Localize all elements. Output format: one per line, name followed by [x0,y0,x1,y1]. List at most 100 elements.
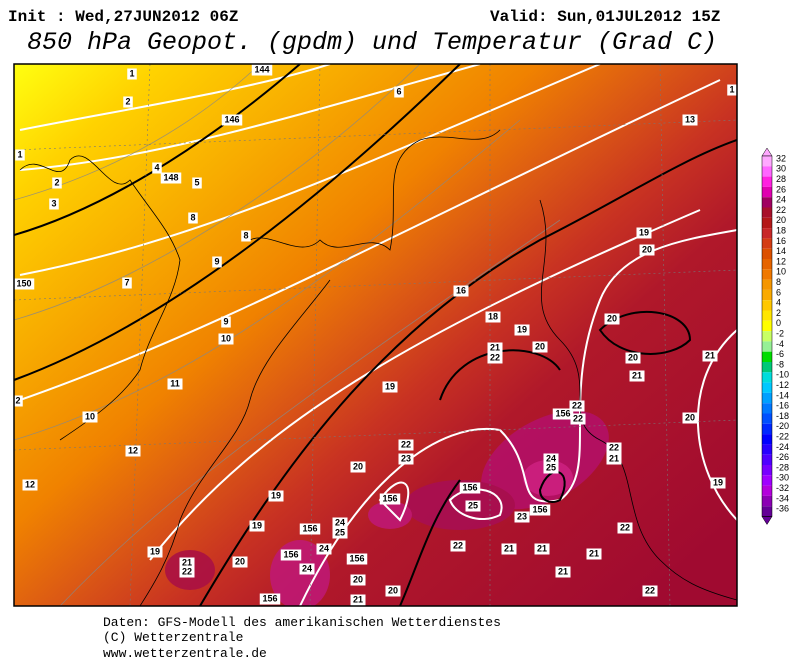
colorbar-label: -26 [776,452,789,462]
contour-label: 156 [262,593,277,603]
label-box [212,256,222,268]
label-box [123,96,133,108]
label-box [14,278,35,290]
colorbar-label: 24 [776,195,786,205]
isotherms [14,64,737,606]
colorbar-label: 12 [776,256,786,266]
colorbar-swatch [762,465,772,476]
contour-label: 1 [17,149,22,159]
colorbar-swatch [762,186,772,198]
map-frame [13,63,738,607]
label-box [459,482,481,494]
label-box [529,504,551,516]
contour-label: 23 [517,511,527,521]
label-box [642,585,658,597]
colorbar-label: -36 [776,504,789,514]
contour-label: 146 [224,114,239,124]
label-box [299,563,315,575]
contour-label: 5 [194,177,199,187]
contour-label: 20 [642,244,652,254]
colorbar-swatch [762,176,772,187]
label-box [617,522,633,534]
label-box [350,461,366,473]
contour-label: 20 [353,574,363,584]
contour-label: 18 [488,311,498,321]
contour-label: 2 [125,96,130,106]
colorbar-label: 32 [776,153,786,163]
contour-label: 156 [382,493,397,503]
label-box [398,453,414,465]
contour-label: 25 [335,527,345,537]
init-time: Init : Wed,27JUN2012 06Z [8,8,238,26]
label-box [218,333,234,345]
label-box [152,162,162,174]
contour-label: 19 [517,324,527,334]
contour-label: 12 [128,445,138,455]
label-box [606,453,622,465]
contour-label: 24 [319,543,329,553]
label-box [241,230,251,242]
label-box [316,543,332,555]
label-box [606,442,622,454]
label-box [485,311,501,323]
colorbar-label: -14 [776,390,789,400]
label-box [555,566,571,578]
colorbar-swatch [762,166,772,177]
contour-label: 21 [589,548,599,558]
map-title: 850 hPa Geopot. (gpdm) und Temperatur (G… [27,28,717,57]
label-box [465,500,481,512]
colorbar-label: 20 [776,215,786,225]
geopotential-lines [19,64,737,606]
contour-label: 22 [573,413,583,423]
colorbar-label: -34 [776,493,789,503]
label-box [534,543,550,555]
colorbar-swatch [762,506,772,517]
colorbar-swatch [762,392,772,404]
colorbar-label: -18 [776,411,789,421]
contour-label: 20 [607,313,617,323]
colorbar-label: 8 [776,277,781,287]
contour-label: 22 [182,566,192,576]
colorbar-swatch [762,156,772,167]
contour-label: 156 [555,408,570,418]
label-box [682,114,698,126]
label-box [636,227,652,239]
label-box [514,324,530,336]
contour-label: 10 [85,411,95,421]
label-box [604,313,620,325]
colorbar-label: -16 [776,401,789,411]
colorbar-label: -20 [776,421,789,431]
label-box [346,553,368,565]
colorbar-swatch [762,475,772,486]
label-box [160,172,182,184]
contour-label: 6 [396,86,401,96]
contour-label: 3 [51,198,56,208]
contour-label: 20 [535,341,545,351]
contour-label: 1 [729,84,734,94]
contour-label: 22 [572,400,582,410]
label-box [394,86,404,98]
contour-label: 21 [632,370,642,380]
label-box [514,511,530,523]
contour-label: 1 [129,68,134,78]
contour-label: 22 [609,442,619,452]
label-box [543,462,559,474]
colorbar-label: 0 [776,318,781,328]
contour-label: 21 [537,543,547,553]
label-box [280,549,302,561]
colorbar-label: -30 [776,473,789,483]
contour-label: 2 [15,395,20,405]
colorbar-swatch [762,495,772,507]
colorbar-swatch [762,454,772,465]
contour-label: 19 [271,490,281,500]
label-box [379,493,401,505]
footer-url: www.wetterzentrale.de [103,646,267,661]
label-box [192,177,202,189]
label-box [543,453,559,465]
colorbar-swatch [762,444,772,455]
label-box [332,527,348,539]
label-box [82,411,98,423]
colorbar-label: -2 [776,328,784,338]
colorbar-top [761,147,773,157]
contour-label: 19 [385,381,395,391]
